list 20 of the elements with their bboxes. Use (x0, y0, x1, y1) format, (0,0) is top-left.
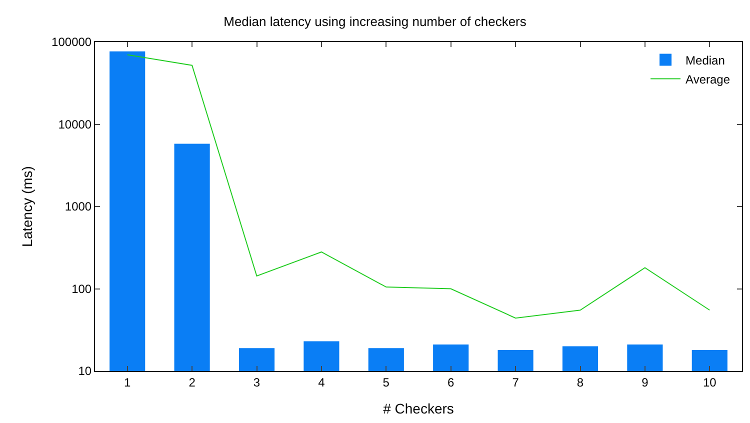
y-tick-label: 1000 (64, 200, 92, 214)
x-tick-label: 5 (382, 375, 390, 390)
x-tick-label: 4 (318, 375, 326, 390)
y-tick-label: 100 (72, 282, 92, 296)
x-tick-label: 9 (642, 375, 649, 390)
x-axis-title: # Checkers (383, 400, 454, 417)
y-axis-title: Latency (ms) (19, 166, 36, 247)
x-tick-label: 3 (253, 375, 260, 390)
x-tick-label: 8 (576, 375, 584, 390)
y-tick-label: 100000 (52, 35, 92, 50)
x-tick-label: 1 (124, 375, 132, 390)
chart-title: Median latency using increasing number of checkers (224, 14, 527, 30)
y-tick-label: 10 (78, 364, 92, 378)
legend-label: Median (686, 53, 725, 68)
y-tick-label: 10000 (58, 117, 92, 132)
x-tick-label: 2 (188, 375, 196, 390)
x-tick-label: 6 (448, 375, 455, 390)
legend-label: Average (686, 72, 730, 86)
x-tick-label: 10 (702, 375, 717, 390)
x-tick-label: 7 (512, 375, 520, 390)
